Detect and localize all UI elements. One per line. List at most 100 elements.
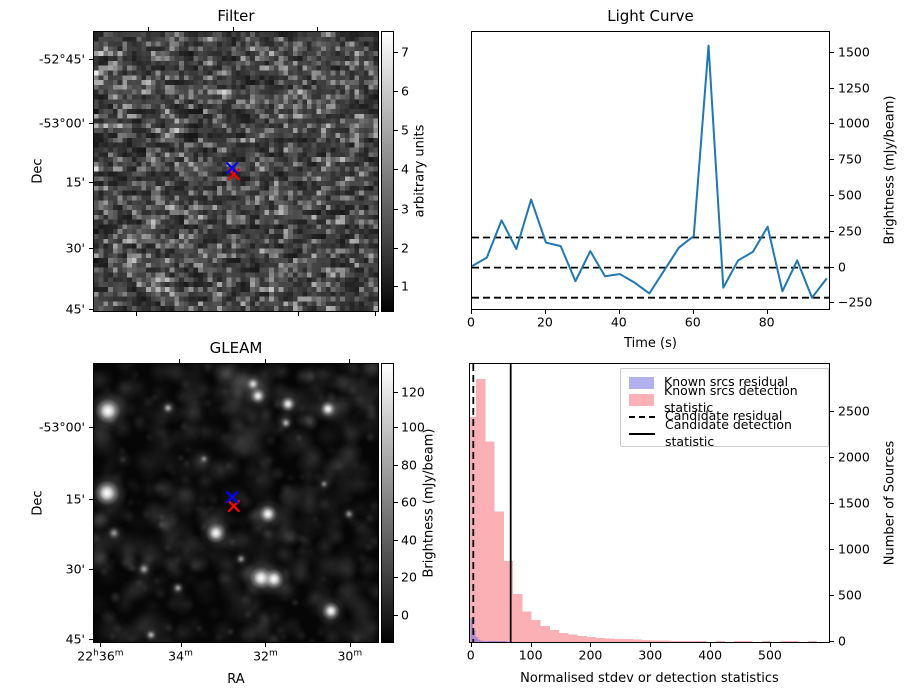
histogram-xlabel: Normalised stdev or detection statistics [520, 671, 779, 686]
gleam-xlabel: RA [227, 672, 245, 687]
light-curve-y-tick-label: 1250 [838, 80, 870, 96]
light-curve-y-tick-label: 750 [838, 151, 862, 167]
light-curve-y-tick [830, 266, 834, 268]
gleam-colorbar-tick [394, 427, 398, 429]
filter-y-tick [89, 58, 93, 60]
gleam-ylabel: Dec [30, 490, 46, 516]
light-curve-x-tick-label: 0 [467, 314, 475, 330]
light-curve-x-tick [544, 310, 546, 314]
filter-colorbar-tick [394, 286, 398, 288]
filter-colorbar [381, 31, 394, 312]
histogram-y-tick-label: 0 [838, 633, 846, 649]
gleam-x-tick [180, 643, 182, 647]
histogram-x-tick-label: 500 [758, 647, 782, 663]
gleam-x-tick-label: 34m [168, 648, 193, 664]
histogram-y-tick [830, 503, 834, 505]
gleam-colorbar-tick-label: 120 [401, 384, 425, 400]
legend-line-swatch [629, 432, 655, 435]
gleam-x-tick-label: 32m [253, 648, 278, 664]
histogram-legend: Known srcs residual Known srcs detection … [620, 368, 829, 449]
filter-ylabel: Dec [30, 158, 46, 184]
legend-item: Candidate residual [629, 408, 820, 425]
gleam-colorbar-tick [394, 576, 398, 578]
gleam-colorbar-tick [394, 464, 398, 466]
filter-y-tick-label: 15' [65, 174, 85, 190]
filter-colorbar-tick [394, 168, 398, 170]
histogram-x-tick-label: 0 [466, 647, 475, 663]
candidate-position-marker [225, 491, 239, 504]
gleam-colorbar-tick-label: 60 [401, 494, 417, 510]
histogram-axes: Known srcs residual Known srcs detection … [467, 363, 830, 643]
light-curve-y-tick [830, 230, 834, 232]
gleam-x-tick [265, 643, 267, 647]
gleam-y-tick [89, 569, 93, 571]
gleam-markers-overlay [225, 491, 240, 513]
histogram-y-tick [830, 641, 834, 642]
gleam-x-tick [100, 643, 102, 647]
light-curve-x-tick [471, 310, 472, 314]
filter-colorbar-tick-label: 4 [401, 161, 409, 177]
histogram-x-tick-label: 300 [638, 647, 663, 663]
histogram-x-tick [769, 643, 771, 647]
filter-bottom-tick [136, 312, 138, 316]
gleam-colorbar-tick-label: 40 [401, 532, 417, 548]
filter-colorbar-tick-label: 2 [401, 240, 409, 256]
light-curve-x-tick-label: 40 [610, 314, 627, 330]
gleam-panel-title: GLEAM [209, 339, 263, 357]
light-curve-x-tick-label: 80 [758, 314, 775, 330]
legend-item-label: Candidate detection statistic [665, 417, 792, 449]
filter-colorbar-tick-label: 5 [401, 122, 409, 138]
gleam-top-tick [348, 359, 350, 363]
filter-bottom-tick [297, 312, 299, 316]
light-curve-panel-title: Light Curve [607, 7, 694, 25]
histogram-ylabel: Number of Sources [882, 440, 898, 566]
gleam-y-tick-label: 15' [65, 491, 85, 507]
filter-colorbar-tick-label: 1 [401, 278, 409, 294]
light-curve-y-tick-label: 500 [838, 187, 862, 203]
light-curve-x-tick [766, 310, 768, 314]
light-curve-ylabel: Brightness (mJy/beam) [882, 95, 898, 245]
light-curve-y-tick [830, 194, 834, 196]
legend-patch-swatch [629, 376, 654, 389]
histogram-plot [467, 364, 818, 642]
legend-item-label: Known srcs residual [664, 374, 789, 390]
gleam-y-tick-label: 30' [65, 561, 85, 577]
light-curve-y-tick-label: 0 [838, 259, 846, 275]
legend-item: Known srcs detection statistic [629, 383, 820, 415]
light-curve-xlabel: Time (s) [624, 336, 677, 351]
legend-item: Known srcs residual [629, 374, 820, 391]
light-curve-plot [471, 44, 829, 299]
light-curve-axes [471, 31, 830, 310]
gleam-colorbar-tick-label: 0 [401, 607, 409, 623]
light-curve-y-tick [830, 123, 834, 125]
filter-image-axes [93, 31, 379, 312]
gleam-y-tick [89, 499, 93, 501]
gleam-x-tick-label: 22h36m [77, 648, 124, 664]
histogram-y-tick-label: 1500 [838, 495, 870, 511]
legend-line-swatch [629, 415, 655, 418]
legend-item-label: Candidate residual [665, 408, 783, 424]
light-curve-y-tick [830, 51, 834, 53]
gleam-top-tick [179, 359, 181, 363]
histogram-x-tick [530, 643, 532, 647]
filter-y-tick-label: 45' [65, 301, 85, 317]
gleam-y-tick [89, 427, 93, 429]
histogram-x-tick-label: 400 [698, 647, 723, 663]
gleam-colorbar-tick-label: 20 [401, 569, 417, 585]
gleam-colorbar-tick-label: 80 [401, 457, 417, 473]
filter-y-tick-label: -53°00' [38, 115, 85, 131]
gleam-colorbar-tick [394, 614, 398, 616]
histogram-y-tick-label: 500 [838, 587, 862, 603]
histogram-x-tick-label: 100 [518, 647, 543, 663]
legend-patch-swatch [629, 393, 654, 406]
gleam-colorbar [381, 363, 394, 643]
candidate-position-marker [225, 161, 239, 175]
light-curve-y-tick [830, 159, 834, 161]
gleam-colorbar-tick [394, 392, 398, 394]
filter-y-tick [89, 247, 93, 249]
filter-colorbar-label: arbitrary units [412, 124, 428, 218]
gleam-colorbar-tick-label: 100 [401, 419, 425, 435]
filter-y-tick [89, 122, 93, 124]
histogram-x-tick [470, 643, 472, 647]
